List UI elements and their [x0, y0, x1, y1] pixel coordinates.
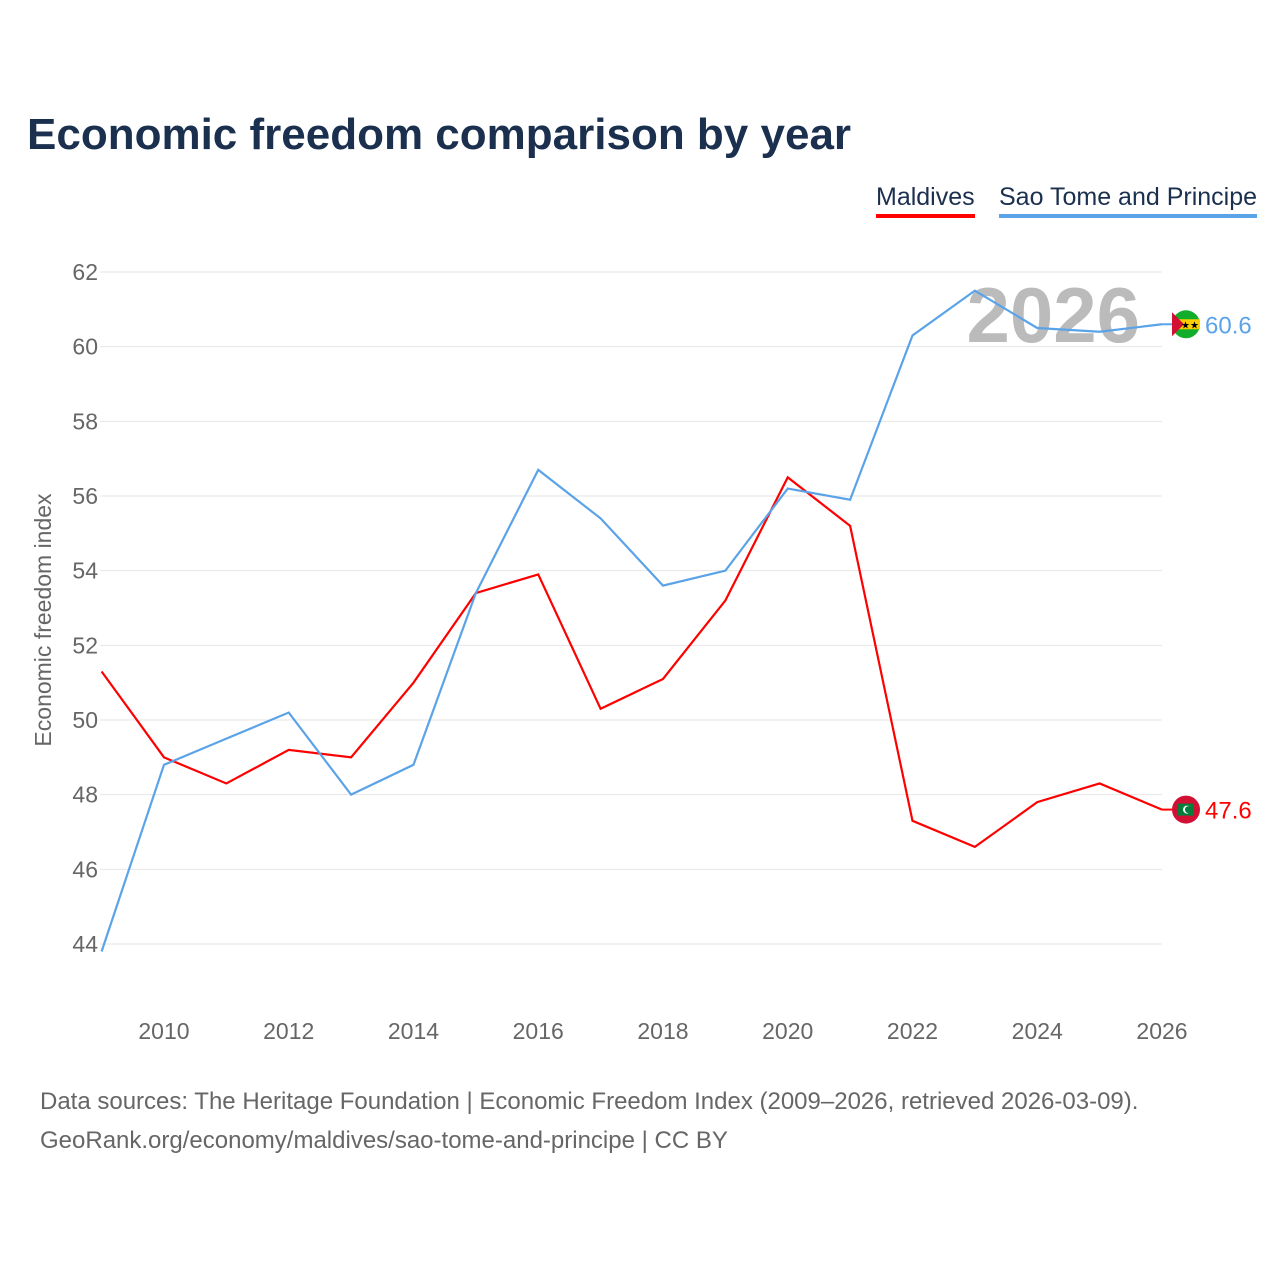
legend-maldives[interactable]: Maldives	[876, 183, 975, 218]
sao-tome-flag-icon	[1172, 312, 1184, 337]
y-tick-label: 56	[72, 483, 98, 509]
y-tick-label: 52	[72, 632, 98, 658]
x-tick-label: 2016	[513, 1018, 564, 1044]
x-tick-label: 2012	[263, 1018, 314, 1044]
sao-tome-flag-icon	[1172, 319, 1200, 330]
y-tick-label: 62	[72, 259, 98, 285]
y-axis-label: Economic freedom index	[30, 493, 56, 747]
series-line-maldives	[100, 475, 1163, 849]
legend-sao-tome[interactable]: Sao Tome and Principe	[999, 183, 1258, 218]
end-value-label: 47.6	[1205, 798, 1252, 825]
x-tick-label: 2022	[887, 1018, 938, 1044]
y-tick-label: 46	[72, 856, 98, 882]
series-line-sao-tome	[100, 289, 1163, 952]
footer-sources: Data sources: The Heritage Foundation | …	[40, 1088, 1139, 1115]
maldives-flag-icon	[1185, 806, 1192, 814]
line-chart: 44 46 48 50 52 54 56 58 60 62 2010 2012 2014 2016 2018…	[30, 259, 1252, 1044]
x-tick-label: 2014	[388, 1018, 439, 1044]
year-watermark: 2026	[966, 271, 1140, 359]
x-tick-label: 2010	[138, 1018, 189, 1044]
x-tick-label: 2026	[1136, 1018, 1187, 1044]
y-tick-label: 58	[72, 408, 98, 434]
chart-title: Economic freedom comparison by year	[27, 110, 852, 159]
x-tick-label: 2024	[1012, 1018, 1063, 1044]
x-tick-label: 2018	[637, 1018, 688, 1044]
y-tick-label: 54	[72, 558, 98, 584]
x-tick-label: 2020	[762, 1018, 813, 1044]
sao-tome-flag-icon: ★★	[1181, 320, 1199, 331]
y-tick-label: 48	[72, 782, 98, 808]
y-tick-label: 44	[72, 931, 98, 957]
end-value-label: 60.6	[1205, 312, 1252, 339]
y-tick-label: 60	[72, 334, 98, 360]
y-tick-label: 50	[72, 707, 98, 733]
footer-link[interactable]: GeoRank.org/economy/maldives/sao-tome-an…	[40, 1127, 728, 1154]
